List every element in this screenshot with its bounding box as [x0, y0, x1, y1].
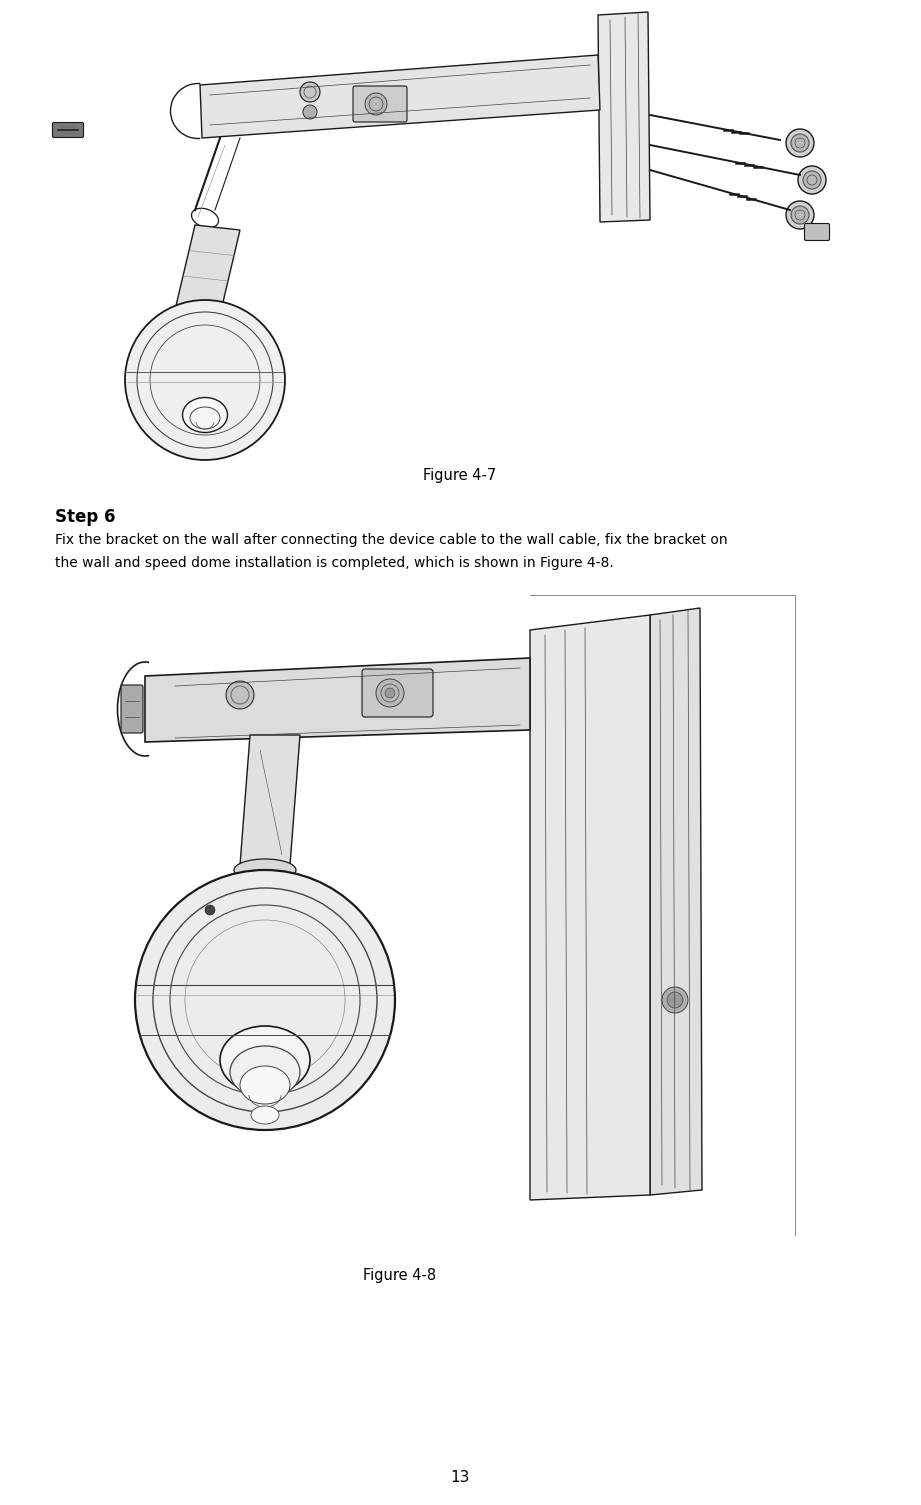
Ellipse shape: [178, 309, 232, 328]
Circle shape: [269, 1046, 277, 1054]
Ellipse shape: [182, 397, 227, 432]
Ellipse shape: [190, 406, 220, 429]
FancyBboxPatch shape: [52, 122, 84, 137]
Circle shape: [191, 318, 199, 327]
Text: Step 6: Step 6: [55, 509, 115, 527]
Text: the wall and speed dome installation is completed, which is shown in Figure 4-8.: the wall and speed dome installation is …: [55, 555, 613, 570]
FancyBboxPatch shape: [805, 224, 830, 241]
Circle shape: [791, 206, 809, 224]
Circle shape: [791, 134, 809, 152]
Polygon shape: [530, 616, 650, 1199]
Circle shape: [365, 93, 387, 114]
Circle shape: [300, 81, 320, 102]
Circle shape: [135, 870, 395, 1130]
Circle shape: [798, 166, 826, 194]
Circle shape: [803, 172, 821, 190]
Text: Figure 4-7: Figure 4-7: [424, 468, 496, 483]
Polygon shape: [650, 608, 702, 1195]
Ellipse shape: [234, 859, 296, 880]
Polygon shape: [200, 56, 600, 138]
FancyBboxPatch shape: [121, 685, 143, 733]
Text: Figure 4-8: Figure 4-8: [364, 1269, 437, 1282]
Circle shape: [212, 405, 218, 411]
Circle shape: [303, 105, 317, 119]
Polygon shape: [175, 226, 240, 315]
Text: Fix the bracket on the wall after connecting the device cable to the wall cable,: Fix the bracket on the wall after connec…: [55, 533, 728, 546]
FancyBboxPatch shape: [353, 86, 407, 122]
Circle shape: [205, 905, 215, 915]
Circle shape: [662, 987, 688, 1013]
Ellipse shape: [220, 1026, 310, 1094]
Polygon shape: [598, 12, 650, 223]
Circle shape: [786, 129, 814, 157]
Circle shape: [125, 299, 285, 461]
Polygon shape: [240, 734, 300, 865]
Polygon shape: [145, 658, 530, 742]
Circle shape: [667, 992, 683, 1008]
Circle shape: [205, 306, 215, 315]
Text: 13: 13: [450, 1470, 470, 1485]
Ellipse shape: [251, 1106, 279, 1124]
Circle shape: [376, 679, 404, 707]
Circle shape: [226, 680, 254, 709]
Ellipse shape: [230, 1046, 300, 1099]
FancyBboxPatch shape: [362, 670, 433, 716]
Ellipse shape: [240, 1066, 290, 1105]
Circle shape: [385, 688, 395, 698]
Circle shape: [786, 202, 814, 229]
